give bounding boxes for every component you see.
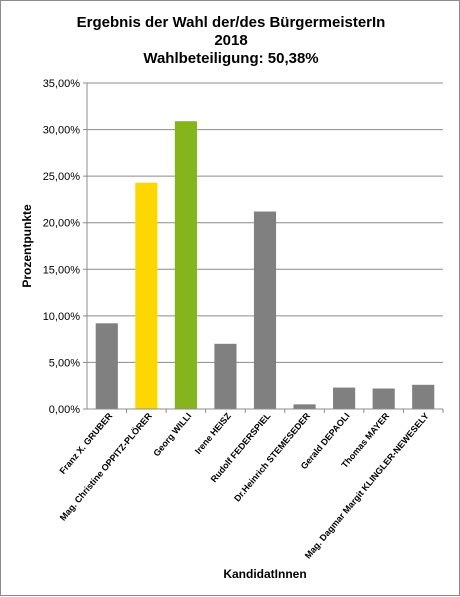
bar [174,121,197,409]
x-tick-label: Irene HEISZ [193,410,233,456]
y-tick-label: 20,00% [43,218,81,230]
y-tick-label: 5,00% [49,357,80,369]
bar [372,388,395,409]
bars [95,121,435,409]
chart-title: Ergebnis der Wahl der/des BürgermeisterI… [77,14,386,67]
bar [253,211,277,409]
chart-title-line-1: Ergebnis der Wahl der/des BürgermeisterI… [77,14,386,31]
y-tick-label: 15,00% [43,264,81,276]
y-tick-label: 25,00% [43,171,81,183]
y-tick-label: 35,00% [43,78,81,90]
y-tick-labels: 0,00% 5,00% 10,00% 15,00% 20,00% 25,00% 30,00%… [43,78,81,416]
y-tick-label: 30,00% [43,125,81,137]
axes [83,82,444,413]
bar [293,404,316,409]
bar [135,182,158,409]
y-axis-title: Prozentpunkte [20,204,34,288]
chart-title-line-3: Wahlbeteiligung: 50,38% [143,50,318,67]
x-axis-title: KandidatInnen [223,567,306,581]
y-tick-label: 0,00% [49,404,80,416]
bar [412,384,435,409]
chart-title-line-2: 2018 [214,32,247,49]
x-tick-label: Dr.Heinrich STEMESEDER [232,410,312,503]
x-tick-label: Georg WILLI [151,411,193,458]
bar [214,343,237,409]
bar [333,387,356,409]
bar [95,323,118,409]
y-tick-label: 10,00% [43,311,81,323]
